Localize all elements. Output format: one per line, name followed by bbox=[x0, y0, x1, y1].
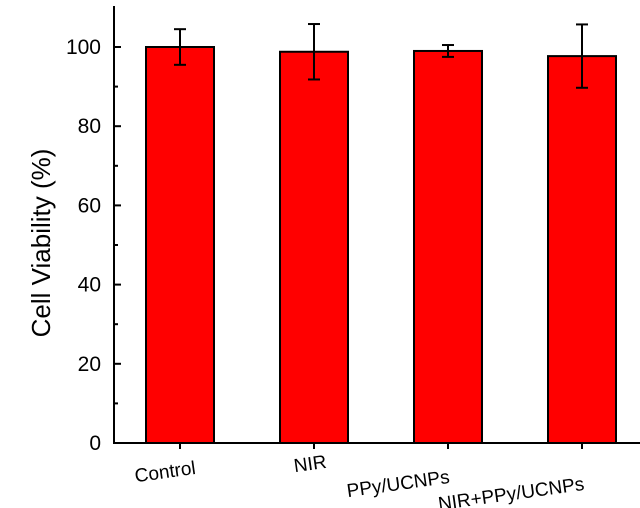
bars bbox=[145, 46, 617, 445]
x-category-label-3: NIR+PPy/UCNPs bbox=[437, 474, 586, 508]
y-ticks: 0 20 40 60 80 100 bbox=[66, 36, 583, 455]
bar-0 bbox=[145, 46, 215, 444]
error-bars bbox=[174, 23, 588, 89]
x-category-label-2: PPy/UCNPs bbox=[346, 467, 451, 502]
bar-3 bbox=[547, 55, 617, 444]
y-axis-title: Cell Viability (%) bbox=[26, 149, 56, 338]
x-category-label-0: Control bbox=[133, 458, 197, 487]
y-tick-label: 20 bbox=[78, 353, 101, 376]
bar-1 bbox=[279, 50, 349, 444]
y-tick-label: 60 bbox=[78, 194, 101, 217]
y-tick-label: 0 bbox=[89, 432, 101, 455]
y-tick-label: 80 bbox=[78, 115, 101, 138]
bar-2 bbox=[413, 49, 483, 445]
axes bbox=[113, 6, 640, 444]
x-category-label-1: NIR bbox=[293, 452, 328, 477]
y-tick-label: 100 bbox=[66, 36, 101, 59]
y-tick-label: 40 bbox=[78, 274, 101, 297]
